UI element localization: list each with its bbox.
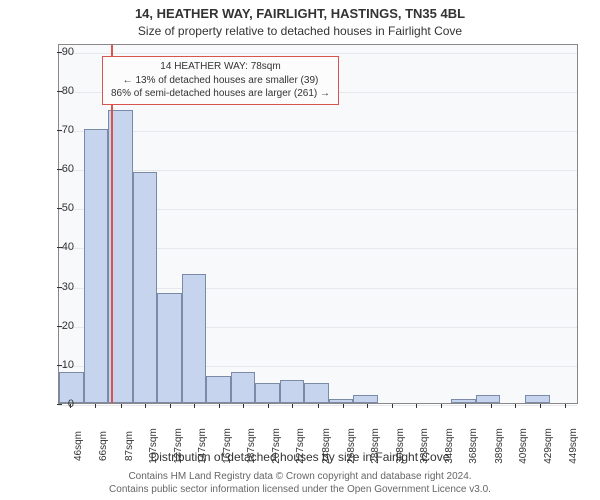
x-tick-mark — [392, 404, 393, 408]
histogram-bar — [451, 399, 476, 403]
y-tick-mark — [57, 287, 62, 288]
x-tick-mark — [491, 404, 492, 408]
x-tick-mark — [465, 404, 466, 408]
y-tick-mark — [57, 208, 62, 209]
x-tick-mark — [219, 404, 220, 408]
y-tick-mark — [57, 52, 62, 53]
x-tick-mark — [416, 404, 417, 408]
x-axis-label: Distribution of detached houses by size … — [0, 450, 600, 464]
histogram-bar — [231, 372, 256, 403]
histogram-bar — [304, 383, 329, 403]
chart-title-line2: Size of property relative to detached ho… — [0, 24, 600, 38]
footer-line2: Contains public sector information licen… — [0, 484, 600, 497]
annotation-line2: ← 13% of detached houses are smaller (39… — [111, 74, 330, 88]
x-tick-mark — [318, 404, 319, 408]
histogram-bar — [329, 399, 354, 403]
x-tick-mark — [95, 404, 96, 408]
histogram-bar — [84, 129, 109, 403]
annotation-line1: 14 HEATHER WAY: 78sqm — [111, 60, 330, 74]
x-tick-mark — [515, 404, 516, 408]
x-tick-mark — [243, 404, 244, 408]
annotation-box: 14 HEATHER WAY: 78sqm ← 13% of detached … — [102, 56, 339, 105]
x-tick-mark — [194, 404, 195, 408]
chart-container: 14, HEATHER WAY, FAIRLIGHT, HASTINGS, TN… — [0, 0, 600, 500]
histogram-bar — [525, 395, 550, 403]
x-tick-mark — [70, 404, 71, 408]
chart-title-line1: 14, HEATHER WAY, FAIRLIGHT, HASTINGS, TN… — [0, 6, 600, 21]
x-tick-mark — [145, 404, 146, 408]
footer-line1: Contains HM Land Registry data © Crown c… — [0, 471, 600, 484]
x-tick-mark — [565, 404, 566, 408]
gridline — [59, 170, 577, 171]
annotation-line3: 86% of semi-detached houses are larger (… — [111, 87, 330, 101]
y-tick-mark — [57, 169, 62, 170]
y-tick-mark — [57, 247, 62, 248]
y-tick-mark — [57, 326, 62, 327]
histogram-bar — [182, 274, 207, 403]
histogram-bar — [255, 383, 280, 403]
histogram-bar — [476, 395, 501, 403]
gridline — [59, 53, 577, 54]
x-tick-mark — [367, 404, 368, 408]
y-tick-mark — [57, 91, 62, 92]
x-tick-mark — [170, 404, 171, 408]
y-tick-mark — [57, 404, 62, 405]
x-tick-mark — [292, 404, 293, 408]
x-tick-mark — [441, 404, 442, 408]
histogram-bar — [157, 293, 182, 403]
gridline — [59, 131, 577, 132]
y-tick-mark — [57, 130, 62, 131]
footer-attribution: Contains HM Land Registry data © Crown c… — [0, 471, 600, 496]
histogram-bar — [206, 376, 231, 403]
x-tick-mark — [121, 404, 122, 408]
x-tick-mark — [343, 404, 344, 408]
x-tick-mark — [268, 404, 269, 408]
histogram-bar — [133, 172, 158, 403]
x-tick-mark — [540, 404, 541, 408]
y-tick-mark — [57, 365, 62, 366]
histogram-bar — [280, 380, 305, 403]
histogram-bar — [353, 395, 378, 403]
